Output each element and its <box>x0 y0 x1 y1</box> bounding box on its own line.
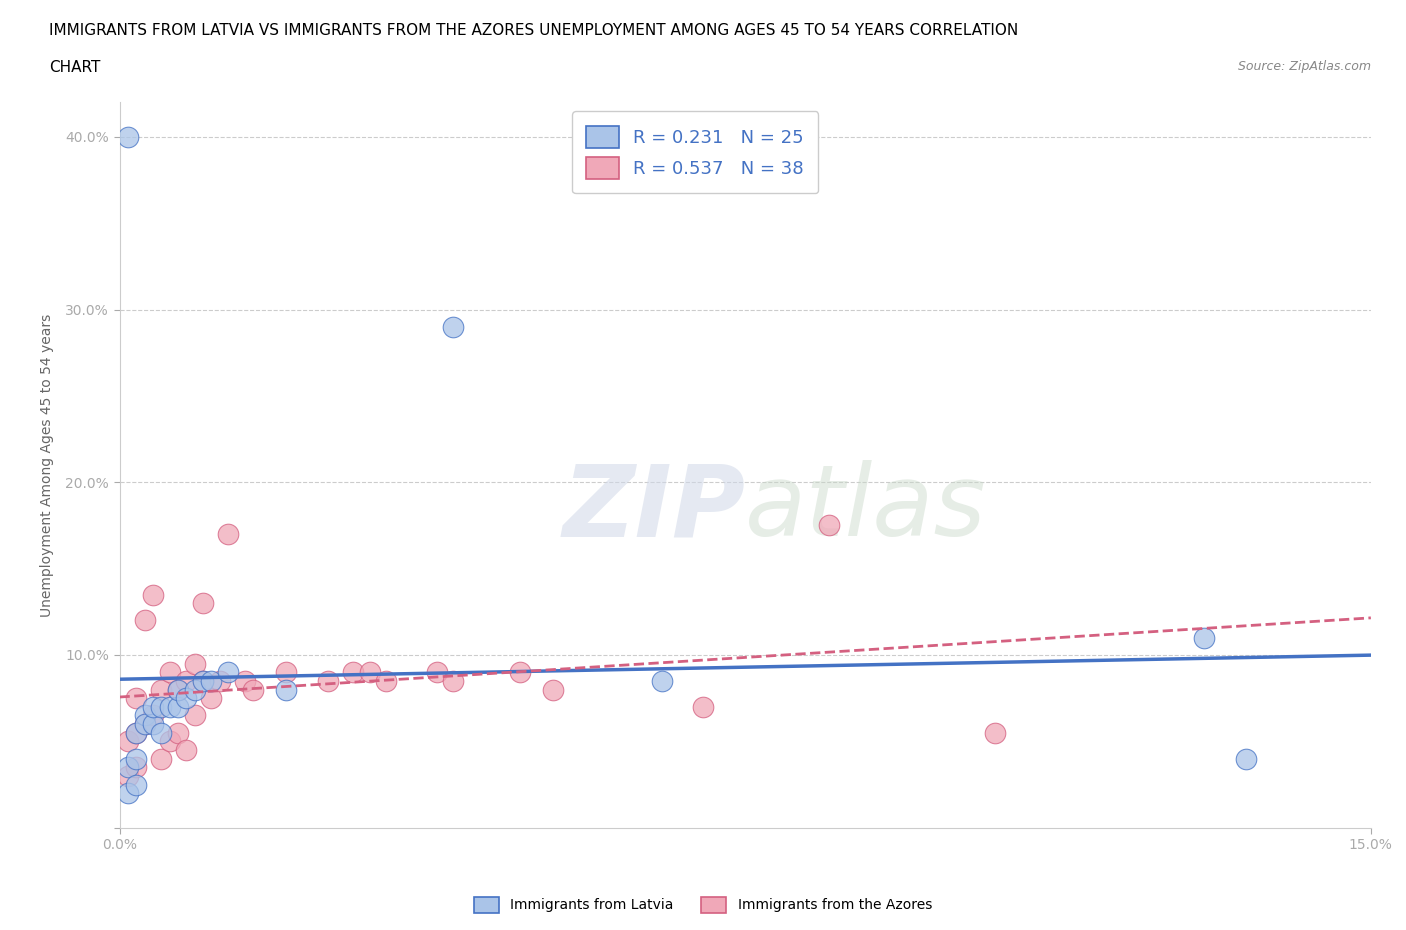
Point <box>159 699 181 714</box>
Point <box>316 673 339 688</box>
Y-axis label: Unemployment Among Ages 45 to 54 years: Unemployment Among Ages 45 to 54 years <box>41 313 53 617</box>
Point <box>342 665 364 680</box>
Point <box>134 708 156 723</box>
Point <box>543 682 565 697</box>
Point <box>117 760 139 775</box>
Text: ZIP: ZIP <box>562 460 745 557</box>
Point <box>191 673 214 688</box>
Point <box>117 786 139 801</box>
Point <box>125 751 148 766</box>
Point <box>425 665 447 680</box>
Text: IMMIGRANTS FROM LATVIA VS IMMIGRANTS FROM THE AZORES UNEMPLOYMENT AMONG AGES 45 : IMMIGRANTS FROM LATVIA VS IMMIGRANTS FRO… <box>49 23 1018 38</box>
Point <box>217 665 239 680</box>
Point <box>692 699 714 714</box>
Point <box>150 682 173 697</box>
Point <box>441 673 464 688</box>
Point <box>167 699 190 714</box>
Point <box>183 682 205 697</box>
Point <box>167 682 190 697</box>
Point <box>125 777 148 792</box>
Point <box>142 717 165 732</box>
Point <box>817 518 839 533</box>
Point <box>117 129 139 144</box>
Point <box>174 691 197 706</box>
Point <box>117 768 139 783</box>
Point <box>183 657 205 671</box>
Point <box>217 526 239 541</box>
Point <box>200 673 222 688</box>
Point <box>208 673 231 688</box>
Point <box>150 751 173 766</box>
Point <box>174 673 197 688</box>
Point <box>142 699 165 714</box>
Point <box>142 587 165 602</box>
Point <box>276 682 298 697</box>
Point <box>242 682 264 697</box>
Point <box>191 673 214 688</box>
Point <box>134 717 156 732</box>
Point <box>117 734 139 749</box>
Point <box>134 613 156 628</box>
Point <box>125 725 148 740</box>
Point <box>276 665 298 680</box>
Point <box>150 725 173 740</box>
Point <box>150 699 173 714</box>
Point <box>142 708 165 723</box>
Point <box>125 760 148 775</box>
Point <box>125 691 148 706</box>
Point <box>233 673 256 688</box>
Point <box>1192 631 1215 645</box>
Point <box>375 673 398 688</box>
Point <box>441 319 464 334</box>
Point <box>200 691 222 706</box>
Point <box>183 708 205 723</box>
Point <box>167 682 190 697</box>
Text: Source: ZipAtlas.com: Source: ZipAtlas.com <box>1237 60 1371 73</box>
Legend: R = 0.231   N = 25, R = 0.537   N = 38: R = 0.231 N = 25, R = 0.537 N = 38 <box>572 112 818 193</box>
Point <box>1234 751 1257 766</box>
Point <box>509 665 531 680</box>
Text: CHART: CHART <box>49 60 101 75</box>
Point <box>984 725 1007 740</box>
Point <box>159 665 181 680</box>
Point <box>359 665 381 680</box>
Point <box>159 734 181 749</box>
Point <box>125 725 148 740</box>
Point <box>651 673 673 688</box>
Point <box>174 742 197 757</box>
Text: atlas: atlas <box>745 460 987 557</box>
Point <box>191 596 214 611</box>
Point <box>134 717 156 732</box>
Legend: Immigrants from Latvia, Immigrants from the Azores: Immigrants from Latvia, Immigrants from … <box>468 891 938 919</box>
Point <box>167 725 190 740</box>
